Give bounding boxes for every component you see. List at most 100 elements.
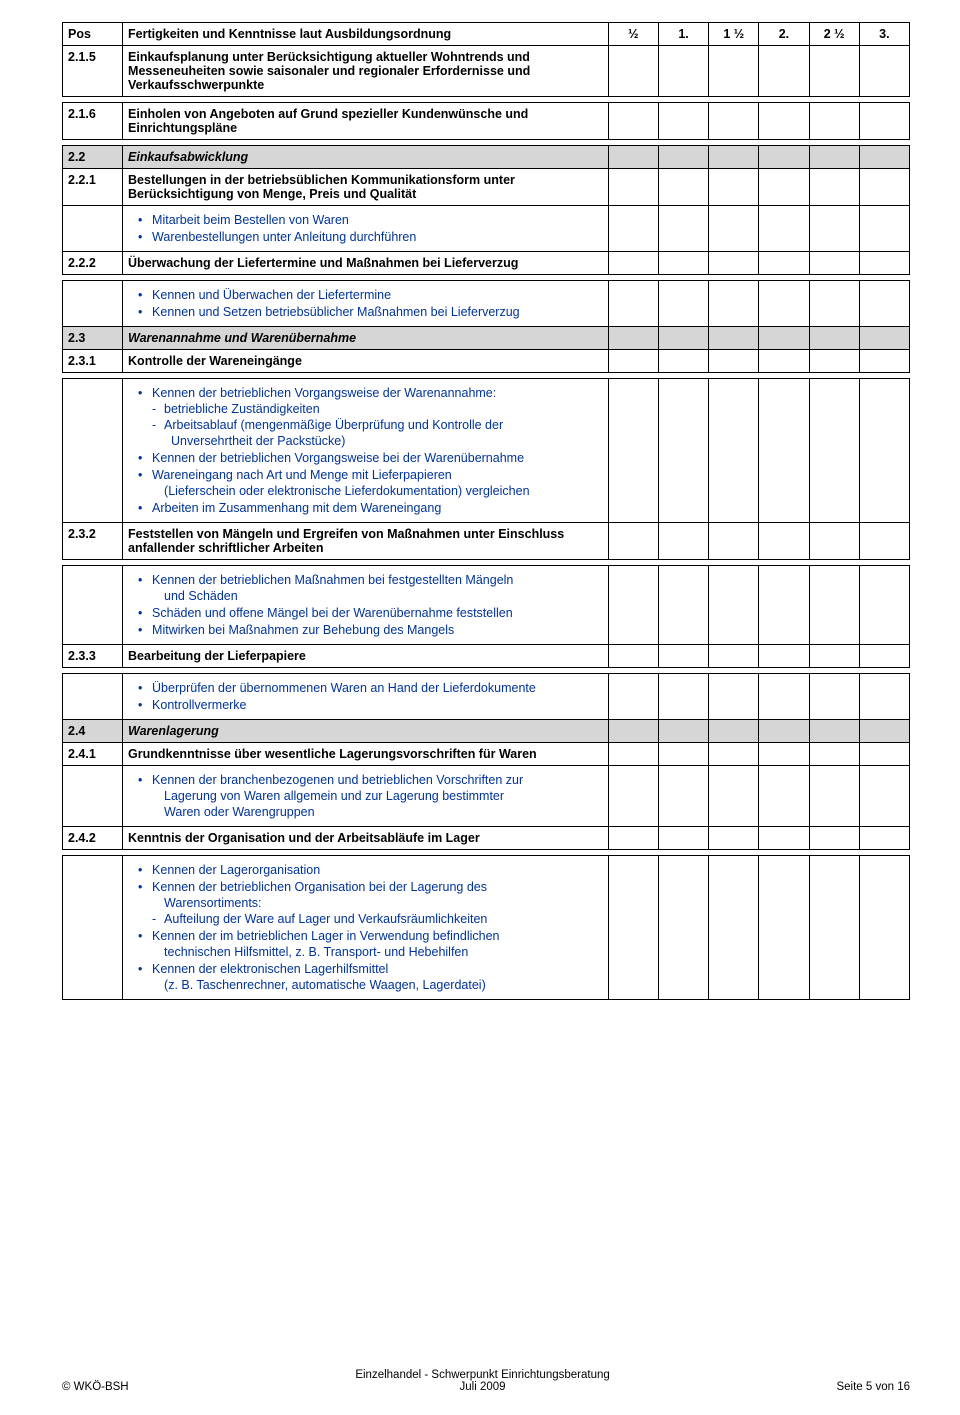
grade-cell[interactable] (809, 379, 859, 523)
grade-cell[interactable] (859, 856, 909, 1000)
grade-cell[interactable] (759, 206, 809, 252)
grade-cell[interactable] (608, 103, 658, 140)
grade-cell[interactable] (759, 645, 809, 668)
grade-cell[interactable] (608, 169, 658, 206)
grade-cell[interactable] (809, 523, 859, 560)
grade-cell[interactable] (709, 206, 759, 252)
grade-cell[interactable] (709, 252, 759, 275)
grade-cell[interactable] (658, 523, 708, 560)
grade-cell[interactable] (658, 281, 708, 327)
grade-cell[interactable] (809, 566, 859, 645)
grade-cell[interactable] (859, 523, 909, 560)
grade-cell[interactable] (608, 379, 658, 523)
grade-cell[interactable] (859, 827, 909, 850)
grade-cell[interactable] (709, 379, 759, 523)
grade-cell[interactable] (759, 252, 809, 275)
grade-cell[interactable] (658, 856, 708, 1000)
grade-cell[interactable] (809, 856, 859, 1000)
grade-cell[interactable] (658, 379, 708, 523)
grade-cell[interactable] (658, 827, 708, 850)
grade-cell[interactable] (859, 720, 909, 743)
grade-cell[interactable] (709, 827, 759, 850)
grade-cell[interactable] (709, 281, 759, 327)
grade-cell[interactable] (759, 523, 809, 560)
grade-cell[interactable] (608, 327, 658, 350)
grade-cell[interactable] (809, 169, 859, 206)
grade-cell[interactable] (709, 566, 759, 645)
grade-cell[interactable] (608, 46, 658, 97)
grade-cell[interactable] (709, 350, 759, 373)
grade-cell[interactable] (859, 46, 909, 97)
grade-cell[interactable] (608, 350, 658, 373)
grade-cell[interactable] (859, 766, 909, 827)
grade-cell[interactable] (809, 252, 859, 275)
grade-cell[interactable] (809, 766, 859, 827)
grade-cell[interactable] (759, 327, 809, 350)
grade-cell[interactable] (709, 674, 759, 720)
grade-cell[interactable] (759, 743, 809, 766)
grade-cell[interactable] (709, 523, 759, 560)
grade-cell[interactable] (608, 566, 658, 645)
grade-cell[interactable] (859, 674, 909, 720)
grade-cell[interactable] (608, 720, 658, 743)
grade-cell[interactable] (658, 720, 708, 743)
grade-cell[interactable] (608, 146, 658, 169)
grade-cell[interactable] (608, 645, 658, 668)
grade-cell[interactable] (709, 169, 759, 206)
grade-cell[interactable] (608, 206, 658, 252)
grade-cell[interactable] (809, 281, 859, 327)
grade-cell[interactable] (809, 206, 859, 252)
grade-cell[interactable] (658, 743, 708, 766)
grade-cell[interactable] (709, 146, 759, 169)
grade-cell[interactable] (809, 674, 859, 720)
grade-cell[interactable] (859, 281, 909, 327)
grade-cell[interactable] (859, 146, 909, 169)
grade-cell[interactable] (759, 827, 809, 850)
grade-cell[interactable] (658, 645, 708, 668)
grade-cell[interactable] (759, 674, 809, 720)
grade-cell[interactable] (859, 252, 909, 275)
grade-cell[interactable] (859, 103, 909, 140)
grade-cell[interactable] (809, 743, 859, 766)
grade-cell[interactable] (709, 856, 759, 1000)
grade-cell[interactable] (658, 103, 708, 140)
grade-cell[interactable] (809, 720, 859, 743)
grade-cell[interactable] (658, 350, 708, 373)
grade-cell[interactable] (608, 281, 658, 327)
grade-cell[interactable] (608, 827, 658, 850)
grade-cell[interactable] (608, 674, 658, 720)
grade-cell[interactable] (709, 46, 759, 97)
grade-cell[interactable] (859, 350, 909, 373)
grade-cell[interactable] (859, 206, 909, 252)
grade-cell[interactable] (608, 523, 658, 560)
grade-cell[interactable] (709, 103, 759, 140)
grade-cell[interactable] (759, 46, 809, 97)
grade-cell[interactable] (859, 645, 909, 668)
grade-cell[interactable] (859, 169, 909, 206)
grade-cell[interactable] (759, 103, 809, 140)
grade-cell[interactable] (709, 645, 759, 668)
grade-cell[interactable] (809, 146, 859, 169)
grade-cell[interactable] (759, 379, 809, 523)
grade-cell[interactable] (759, 169, 809, 206)
grade-cell[interactable] (809, 827, 859, 850)
grade-cell[interactable] (809, 103, 859, 140)
grade-cell[interactable] (658, 766, 708, 827)
grade-cell[interactable] (608, 766, 658, 827)
grade-cell[interactable] (759, 566, 809, 645)
grade-cell[interactable] (658, 206, 708, 252)
grade-cell[interactable] (608, 252, 658, 275)
grade-cell[interactable] (759, 720, 809, 743)
grade-cell[interactable] (709, 327, 759, 350)
grade-cell[interactable] (658, 327, 708, 350)
grade-cell[interactable] (759, 350, 809, 373)
grade-cell[interactable] (859, 379, 909, 523)
grade-cell[interactable] (759, 146, 809, 169)
grade-cell[interactable] (859, 566, 909, 645)
grade-cell[interactable] (809, 46, 859, 97)
grade-cell[interactable] (608, 743, 658, 766)
grade-cell[interactable] (859, 327, 909, 350)
grade-cell[interactable] (809, 350, 859, 373)
grade-cell[interactable] (859, 743, 909, 766)
grade-cell[interactable] (759, 281, 809, 327)
